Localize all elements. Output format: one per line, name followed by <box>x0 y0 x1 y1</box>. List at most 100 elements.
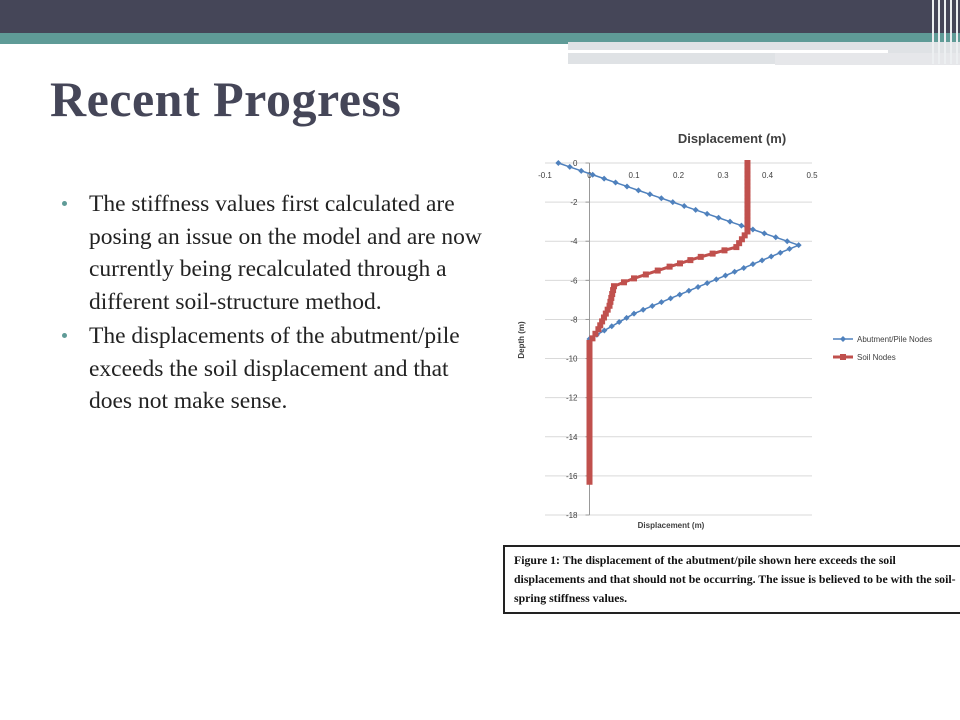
header-accent-line <box>0 42 568 44</box>
data-point <box>586 382 593 389</box>
data-point <box>744 201 751 208</box>
data-point <box>744 171 751 178</box>
data-point <box>744 228 751 235</box>
data-point <box>610 287 617 294</box>
data-point <box>744 224 751 231</box>
legend-marker <box>840 354 846 360</box>
data-point <box>586 440 593 447</box>
figure-caption: Figure 1: The displacement of the abutme… <box>503 545 960 614</box>
data-point <box>709 250 716 257</box>
data-point <box>599 318 606 325</box>
data-point <box>586 359 593 366</box>
data-point <box>744 213 751 220</box>
bullet-list: The stiffness values first calculated ar… <box>62 188 492 420</box>
data-point <box>586 355 593 362</box>
data-point <box>631 310 637 317</box>
data-point <box>586 409 593 416</box>
header-vertical-stripes <box>930 0 960 64</box>
data-point <box>733 244 740 251</box>
data-point <box>586 370 593 377</box>
data-point <box>612 179 619 186</box>
data-point <box>586 432 593 439</box>
chart-legend: Abutment/Pile Nodes Soil Nodes <box>833 335 932 362</box>
data-point <box>586 405 593 412</box>
data-point <box>610 283 617 290</box>
data-point <box>687 257 694 264</box>
data-point <box>608 323 615 330</box>
data-point <box>601 175 608 182</box>
data-point <box>640 306 647 313</box>
legend-marker <box>840 336 846 342</box>
data-point <box>749 226 756 233</box>
x-tick-label: 0.3 <box>717 171 729 180</box>
data-point <box>586 413 593 420</box>
y-tick-label: -8 <box>570 315 578 324</box>
y-tick-label: -18 <box>566 511 578 520</box>
data-point <box>586 390 593 397</box>
data-point <box>722 272 729 279</box>
bullet-dot <box>62 201 67 206</box>
data-point <box>586 339 593 346</box>
data-point <box>586 397 593 404</box>
bullet-item: The stiffness values first calculated ar… <box>62 188 492 318</box>
data-point <box>658 195 665 202</box>
data-point <box>649 302 656 309</box>
data-point <box>602 310 609 317</box>
data-point <box>669 199 676 206</box>
bullet-text: The stiffness values first calculated ar… <box>89 191 482 315</box>
data-point <box>685 287 692 294</box>
header-bar <box>0 0 960 33</box>
data-point <box>601 327 608 334</box>
data-point <box>676 260 683 267</box>
data-point <box>586 444 593 451</box>
data-point <box>646 191 653 198</box>
data-point <box>726 218 733 225</box>
bullet-text: The displacements of the abutment/pile e… <box>89 323 460 414</box>
data-point <box>586 366 593 373</box>
data-point <box>586 343 593 350</box>
data-point <box>586 417 593 424</box>
x-tick-label: 0.4 <box>762 171 774 180</box>
data-point <box>586 347 593 354</box>
data-point <box>681 203 688 210</box>
data-point <box>744 209 751 216</box>
chart-title: Displacement (m) <box>678 131 786 146</box>
data-point <box>704 210 711 217</box>
data-point <box>713 276 720 283</box>
data-point <box>744 160 751 166</box>
data-point <box>697 253 704 260</box>
data-point <box>761 230 768 237</box>
data-point <box>744 194 751 201</box>
data-point <box>642 271 649 278</box>
data-point <box>586 378 593 385</box>
data-point <box>586 386 593 393</box>
data-point <box>704 280 711 287</box>
x-tick-label: 0.5 <box>806 171 818 180</box>
data-point <box>616 319 623 326</box>
x-tick-label: 0 <box>587 171 592 180</box>
data-point <box>738 236 745 243</box>
data-point <box>784 238 791 245</box>
legend-label: Abutment/Pile Nodes <box>857 335 932 344</box>
data-point <box>624 183 631 190</box>
data-point <box>654 267 661 274</box>
data-point <box>555 160 562 166</box>
data-point <box>586 363 593 370</box>
y-tick-label: -6 <box>570 276 578 285</box>
data-point <box>606 302 613 309</box>
data-point <box>744 175 751 182</box>
data-point <box>772 234 779 241</box>
y-tick-label: -16 <box>566 472 578 481</box>
x-tick-label: 0.1 <box>628 171 640 180</box>
series-line <box>558 162 801 351</box>
data-point <box>744 186 751 193</box>
data-point <box>586 447 593 454</box>
data-point <box>586 471 593 478</box>
data-point <box>786 245 793 252</box>
data-point <box>692 206 699 213</box>
data-point <box>586 459 593 466</box>
data-point <box>586 428 593 435</box>
data-point <box>600 314 607 321</box>
y-tick-label: 0 <box>573 159 578 168</box>
y-tick-label: -2 <box>570 198 578 207</box>
